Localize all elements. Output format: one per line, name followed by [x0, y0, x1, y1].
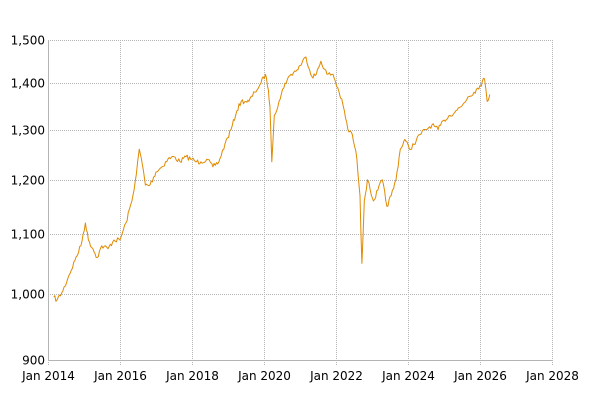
x-tick-label: Jan 2022: [309, 369, 363, 383]
y-tick-label: 1,300: [11, 124, 45, 138]
y-axis-tick-labels: 900 1,000 1,100 1,200 1,300 1,400 1,500: [11, 34, 45, 368]
chart-grid: [48, 40, 553, 365]
x-tick-label: Jan 2028: [525, 369, 579, 383]
x-tick-label: Jan 2014: [21, 369, 75, 383]
y-tick-label: 1,400: [11, 77, 45, 91]
x-axis-tick-labels: Jan 2014 Jan 2016 Jan 2018 Jan 2020 Jan 2022…: [21, 369, 579, 383]
x-tick-label: Jan 2024: [381, 369, 435, 383]
y-tick-label: 900: [22, 354, 45, 368]
x-tick-label: Jan 2016: [93, 369, 147, 383]
y-tick-label: 1,100: [11, 228, 45, 242]
x-tick-label: Jan 2020: [237, 369, 291, 383]
x-tick-label: Jan 2018: [165, 369, 219, 383]
y-tick-label: 1,000: [11, 288, 45, 302]
price-series-line: [53, 56, 491, 302]
y-tick-label: 1,500: [11, 34, 45, 48]
x-tick-label: Jan 2026: [453, 369, 507, 383]
y-tick-label: 1,200: [11, 174, 45, 188]
